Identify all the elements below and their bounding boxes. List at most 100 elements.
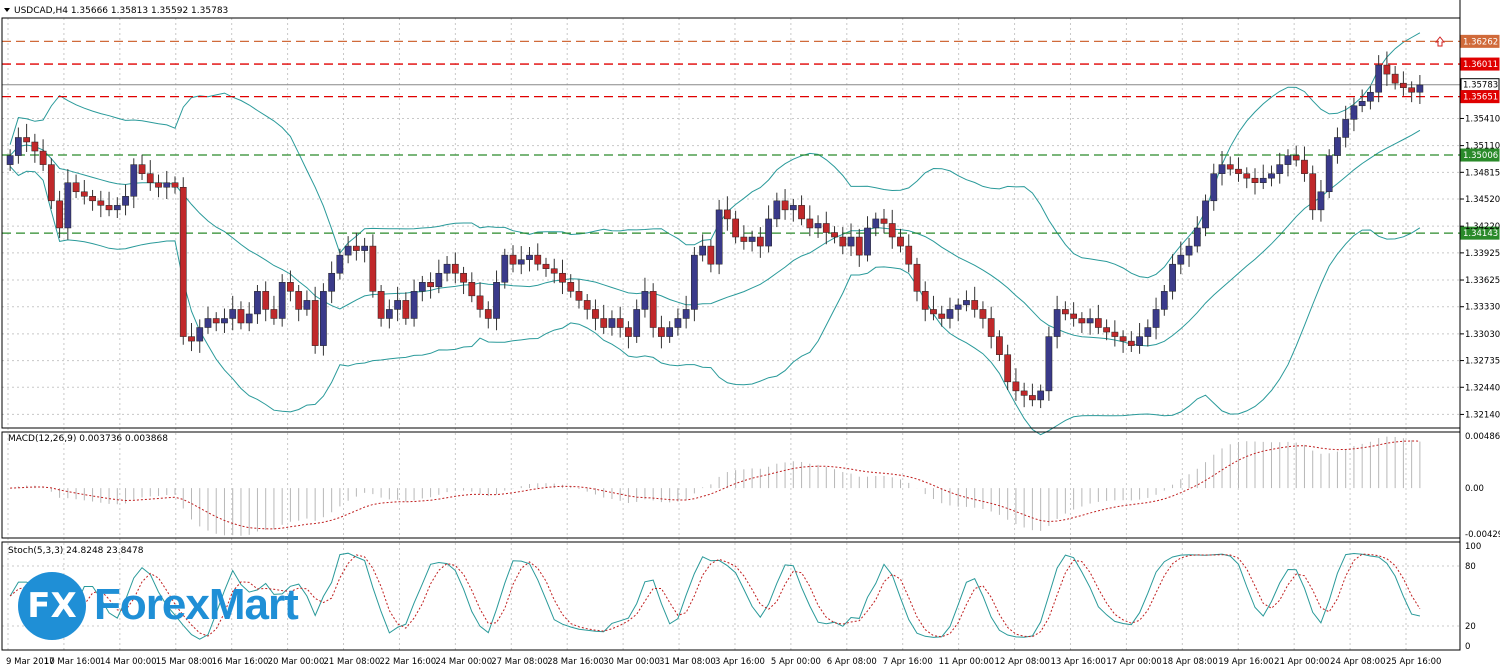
candle-body bbox=[451, 263, 459, 274]
stoch-tick-label: 100 bbox=[1465, 542, 1481, 552]
candle-body bbox=[1367, 91, 1374, 102]
candle-body bbox=[237, 309, 245, 324]
time-label: 30 Mar 00:00 bbox=[603, 657, 660, 667]
price-tick-label: 1.34220 bbox=[1465, 222, 1500, 232]
level-label: 1.35651 bbox=[1463, 93, 1498, 103]
candles bbox=[6, 51, 1424, 409]
candle-body bbox=[1062, 309, 1069, 315]
candle-body bbox=[748, 236, 756, 242]
candle-body bbox=[1226, 164, 1234, 170]
candle-body bbox=[905, 245, 913, 265]
macd-tick-label: 0.004869 bbox=[1465, 432, 1500, 442]
candle-body bbox=[938, 313, 946, 319]
stoch-tick-label: 80 bbox=[1465, 562, 1476, 572]
candle-body bbox=[987, 318, 995, 337]
candle-body bbox=[921, 291, 929, 310]
candle-body bbox=[163, 182, 171, 188]
candle-body bbox=[23, 137, 30, 143]
candle-body bbox=[888, 223, 896, 238]
candle-body bbox=[1029, 395, 1036, 401]
macd-tick-label: -0.00429 bbox=[1465, 530, 1500, 540]
candle-body bbox=[822, 223, 830, 233]
candle-body bbox=[1169, 263, 1176, 292]
time-label: 11 Apr 00:00 bbox=[939, 657, 994, 667]
candle-body bbox=[89, 196, 96, 202]
candle-body bbox=[278, 282, 286, 319]
candle-body bbox=[245, 313, 253, 324]
candle-body bbox=[855, 236, 863, 256]
macd-signal-line bbox=[10, 440, 1420, 530]
candle-body bbox=[633, 309, 641, 337]
candle-body bbox=[1243, 173, 1251, 179]
time-label: 7 Apr 16:00 bbox=[883, 657, 933, 667]
candle-body bbox=[592, 309, 599, 319]
macd-tick-label: 0.00 bbox=[1465, 484, 1484, 494]
bb-lower bbox=[9, 166, 1421, 436]
candle-body bbox=[509, 254, 517, 265]
candle-body bbox=[344, 245, 352, 256]
candle-body bbox=[460, 272, 467, 283]
candle-body bbox=[963, 300, 970, 306]
candle-body bbox=[229, 309, 237, 319]
candle-body bbox=[171, 182, 179, 188]
time-label: 17 Apr 00:00 bbox=[1106, 657, 1161, 667]
time-label: 14 Mar 00:00 bbox=[100, 657, 157, 667]
candle-body bbox=[979, 309, 987, 319]
candle-body bbox=[798, 205, 805, 220]
candle-body bbox=[105, 205, 113, 211]
chart-menu-arrow-icon[interactable] bbox=[4, 8, 10, 12]
horizontal-levels: 1.36262 1.36011 1.35783 1.35651 1.35006 1.341… bbox=[2, 34, 1500, 240]
candle-body bbox=[691, 254, 698, 310]
price-tick-label: 1.34520 bbox=[1465, 195, 1500, 205]
time-label: 21 Apr 00:00 bbox=[1274, 657, 1329, 667]
candle-body bbox=[600, 318, 608, 328]
fx-logo-mark: FX bbox=[18, 572, 86, 640]
time-label: 6 Apr 08:00 bbox=[827, 657, 877, 667]
candle-body bbox=[295, 291, 303, 310]
candle-body bbox=[1383, 64, 1391, 75]
candle-body bbox=[1400, 82, 1407, 88]
candle-body bbox=[1111, 331, 1119, 337]
time-label: 19 Apr 16:00 bbox=[1218, 657, 1273, 667]
candle-body bbox=[14, 137, 22, 156]
level-label: 1.35006 bbox=[1463, 151, 1498, 161]
candle-body bbox=[1301, 159, 1308, 174]
time-label: 12 Apr 08:00 bbox=[995, 657, 1050, 667]
candle-body bbox=[179, 186, 187, 337]
candle-body bbox=[897, 236, 904, 247]
candle-body bbox=[996, 336, 1003, 355]
candle-body bbox=[583, 300, 591, 310]
price-tick-label: 1.33925 bbox=[1465, 249, 1500, 259]
candle-body bbox=[328, 272, 336, 292]
candle-body bbox=[880, 218, 888, 224]
candle-body bbox=[625, 327, 632, 337]
bollinger-bands bbox=[9, 32, 1421, 436]
price-tick-label: 1.33030 bbox=[1465, 330, 1500, 340]
level-label-box bbox=[1460, 57, 1500, 71]
candle-body bbox=[64, 182, 72, 229]
candle-body bbox=[666, 327, 674, 337]
time-label: 13 Apr 16:00 bbox=[1050, 657, 1105, 667]
time-label: 28 Mar 16:00 bbox=[547, 657, 604, 667]
candle-body bbox=[1045, 336, 1053, 392]
candle-body bbox=[353, 245, 360, 251]
candle-body bbox=[707, 245, 715, 265]
logo-text: ForexMart bbox=[94, 580, 299, 629]
candle-body bbox=[831, 232, 838, 238]
price-tick-label: 1.33625 bbox=[1465, 276, 1500, 286]
symbol-header: USDCAD,H4 1.35666 1.35813 1.35592 1.3578… bbox=[14, 6, 228, 16]
candle-body bbox=[138, 164, 146, 174]
candle-body bbox=[122, 196, 129, 206]
price-tick-label: 1.32140 bbox=[1465, 410, 1500, 420]
candle-body bbox=[567, 282, 575, 292]
candle-body bbox=[872, 218, 880, 229]
candle-body bbox=[740, 236, 748, 242]
bb-middle bbox=[9, 129, 1421, 347]
candle-body bbox=[1235, 168, 1242, 174]
stoch-d-line bbox=[9, 553, 1421, 638]
candle-body bbox=[1268, 173, 1275, 179]
candle-body bbox=[789, 205, 797, 211]
candle-body bbox=[204, 318, 212, 328]
candle-body bbox=[336, 254, 344, 274]
time-label: 24 Mar 00:00 bbox=[435, 657, 492, 667]
